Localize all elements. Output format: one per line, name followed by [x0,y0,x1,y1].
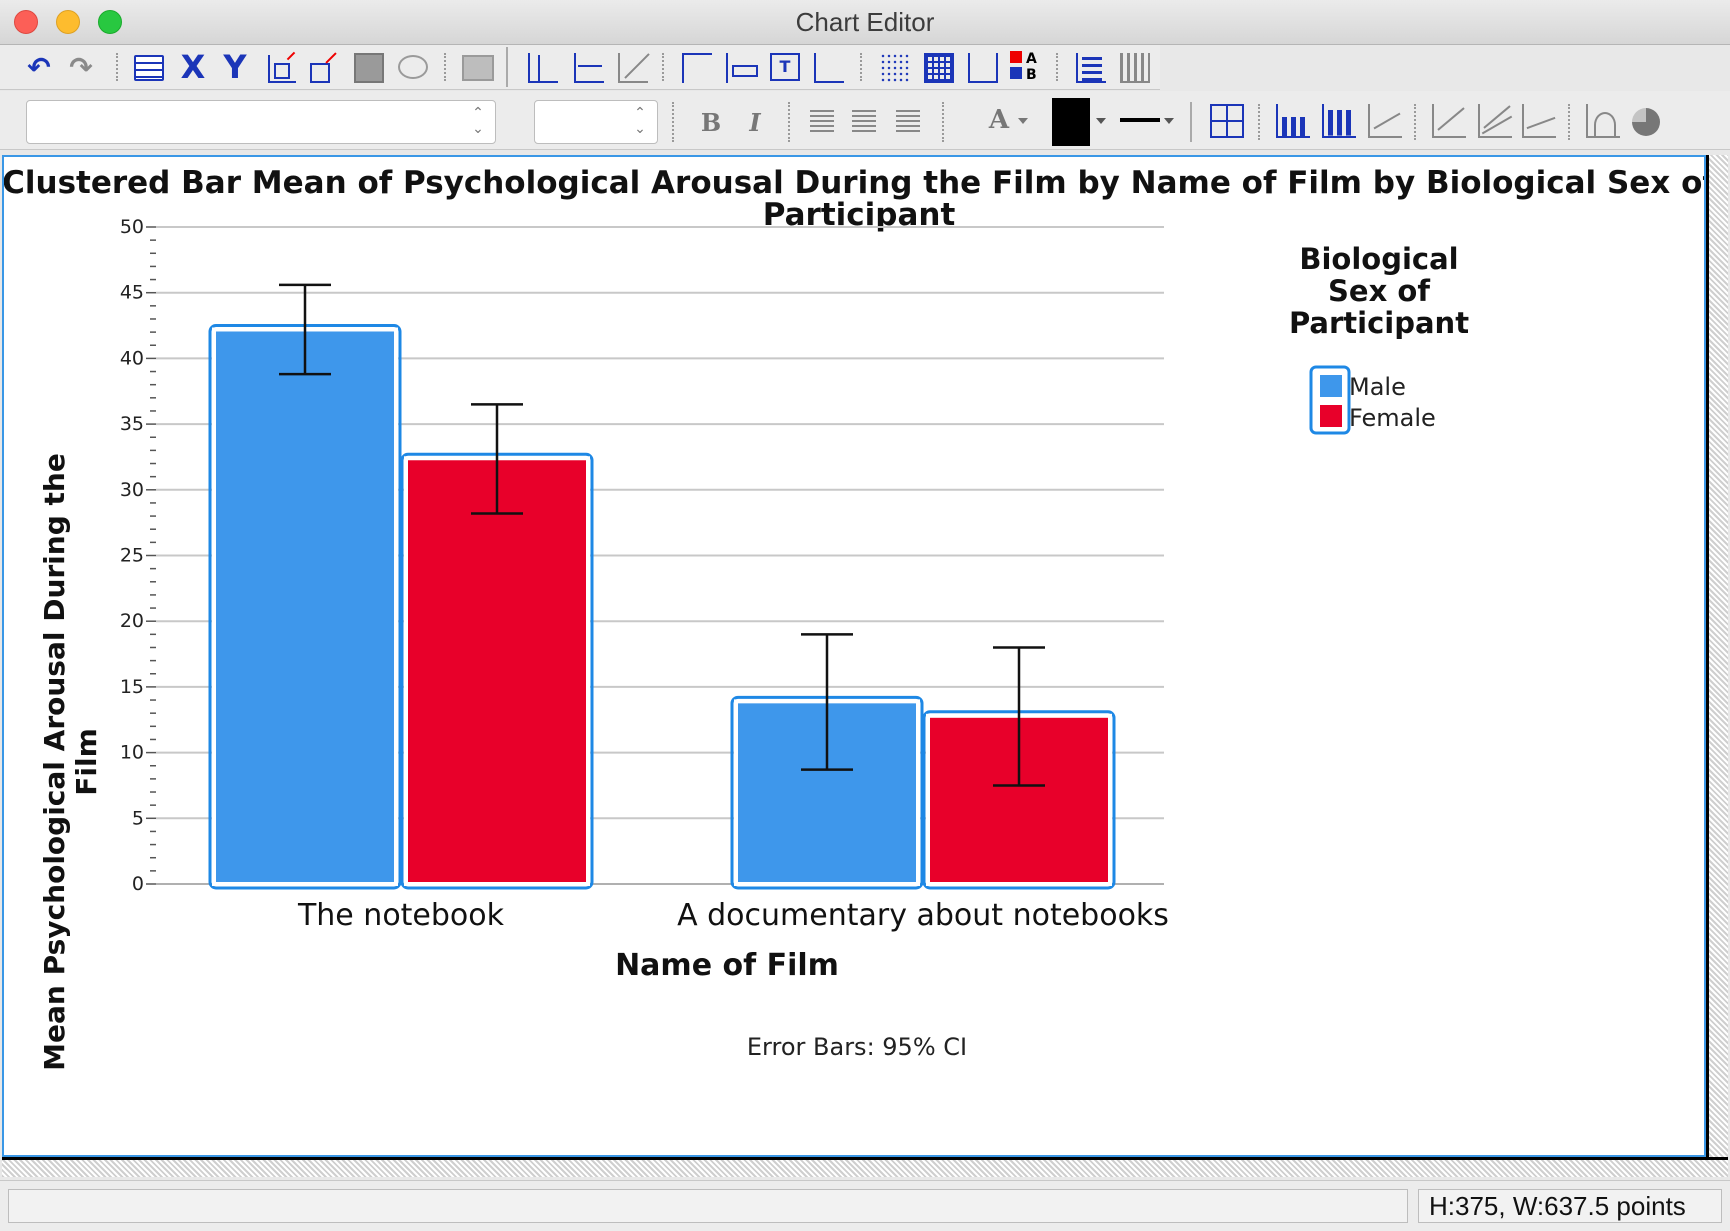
bar-male-0[interactable] [212,327,398,886]
x-axis-button[interactable]: X [180,48,206,86]
error-bar-chart-icon[interactable] [1322,104,1356,138]
canvas-resize-edge-right[interactable] [1706,155,1728,1167]
error-bars[interactable] [279,283,1045,787]
canvas-resize-edge-bottom[interactable] [2,1157,1728,1177]
add-annotation-icon[interactable] [726,53,758,83]
y-tick-label-35: 35 [120,413,144,435]
chart-canvas[interactable]: Clustered Bar Mean of Psychological Arou… [2,155,1716,1157]
y-tick-label-15: 15 [120,676,144,698]
y-tick-label-25: 25 [120,545,144,567]
bold-button[interactable]: B [700,107,722,137]
reference-line-icon[interactable] [618,53,650,83]
y-tick-label-20: 20 [120,610,144,632]
minimize-window-button[interactable] [56,10,80,34]
fill-color-swatch[interactable] [1052,98,1090,146]
y-axis-button[interactable]: Y [223,48,247,86]
text-color-button[interactable]: A [988,105,1010,135]
stack-bars-icon[interactable] [1120,53,1150,83]
transpose-icon[interactable] [462,55,494,81]
x-axis-tick-labels[interactable]: The notebook A documentary about notebook… [297,898,1169,933]
y-tick-label-30: 30 [120,479,144,501]
y-tick-label-45: 45 [120,282,144,304]
distribution-curve-icon[interactable] [1586,104,1620,138]
legend-title-line-3: Participant [1289,306,1469,340]
bars[interactable] [208,323,1116,890]
add-textbox-icon[interactable]: T [770,53,800,81]
interpolation-line-icon[interactable] [1522,104,1556,138]
legend-label-male[interactable]: Male [1349,373,1406,401]
show-grid-icon[interactable] [880,53,910,83]
x-tick-label-1[interactable]: A documentary about notebooks [677,898,1169,933]
zoom-region-icon[interactable] [310,52,338,83]
properties-icon[interactable] [134,55,164,81]
status-message-field [8,1189,1408,1223]
y-axis-title-line-2: Film [70,728,103,796]
x-tick-label-0[interactable]: The notebook [297,898,505,933]
y-axis-title[interactable]: Mean Psychological Arousal During the Fi… [38,453,103,1071]
legend[interactable]: Biological Sex of Participant Male Femal… [1289,242,1469,435]
chart-dimensions-status: H:375, W:637.5 points [1418,1189,1722,1223]
text-color-dropdown-icon[interactable] [1018,118,1028,124]
3d-rotation-icon[interactable] [354,53,384,83]
undo-icon[interactable]: ↶ [27,50,51,84]
line-chart-icon[interactable] [1368,104,1402,138]
y-tick-label-5: 5 [132,807,144,829]
legend-selection-frame [1309,365,1351,435]
y-tick-label-40: 40 [120,347,144,369]
pie-chart-icon[interactable] [1632,108,1660,136]
fit-line-total-icon[interactable] [1432,104,1466,138]
font-size-select[interactable]: ⌃ ⌄ [534,100,658,144]
y-tick-label-0: 0 [132,873,144,895]
line-style-icon[interactable] [1120,118,1160,122]
add-footnote-icon[interactable] [814,53,844,83]
legend-title-line-1: Biological [1299,242,1458,276]
legend-swatch-male[interactable] [1320,375,1342,397]
chart-svg[interactable]: Clustered Bar Mean of Psychological Arou… [2,157,1716,1155]
x-axis-title[interactable]: Name of Film [615,948,839,983]
title-bar: Chart Editor [0,0,1730,45]
window-title: Chart Editor [795,7,935,37]
align-center-icon[interactable] [852,110,876,132]
line-style-dropdown-icon[interactable] [1164,118,1174,124]
bar-chart-icon[interactable] [1276,104,1310,138]
chart-title-line-1: Clustered Bar Mean of Psychological Arou… [4,165,1704,201]
legend-label-female[interactable]: Female [1349,404,1436,432]
error-bars-footnote[interactable]: Error Bars: 95% CI [747,1033,967,1061]
zoom-window-button[interactable] [98,10,122,34]
close-window-button[interactable] [14,10,38,34]
font-name-spinner-icon[interactable]: ⌃ ⌄ [472,105,484,137]
font-name-select[interactable]: ⌃ ⌄ [26,100,496,144]
y-axis[interactable]: 0 5 10 15 20 25 30 35 40 45 50 [120,216,156,895]
y-tick-label-50: 50 [120,216,144,238]
align-left-icon[interactable] [810,110,834,132]
legend-title-line-2: Sex of [1328,274,1430,308]
status-bar: H:375, W:637.5 points [0,1180,1730,1231]
rescale-axis-icon[interactable] [268,51,296,83]
add-title-icon[interactable] [682,53,712,83]
legend-swatch-female[interactable] [1320,405,1342,427]
gridlines-icon[interactable] [924,53,954,83]
lasso-icon[interactable] [398,55,428,79]
align-right-icon[interactable] [896,110,920,132]
fill-color-dropdown-icon[interactable] [1096,118,1106,124]
chart-title[interactable]: Clustered Bar Mean of Psychological Arou… [2,165,1716,233]
show-x-axis-icon[interactable] [528,53,558,83]
bar-orientation-icon[interactable] [1076,53,1106,83]
italic-button[interactable]: I [749,107,761,137]
bar-female-0[interactable] [404,456,590,886]
y-tick-label-10: 10 [120,742,144,764]
select-chart-icon[interactable] [1210,104,1244,138]
font-size-spinner-icon[interactable]: ⌃ ⌄ [634,105,646,137]
show-y-axis-icon[interactable] [574,53,604,83]
frame-icon[interactable] [968,53,998,83]
y-axis-title-line-1: Mean Psychological Arousal During the [38,453,71,1071]
fit-line-subgroups-icon[interactable] [1478,104,1513,138]
redo-icon[interactable]: ↷ [69,50,93,84]
